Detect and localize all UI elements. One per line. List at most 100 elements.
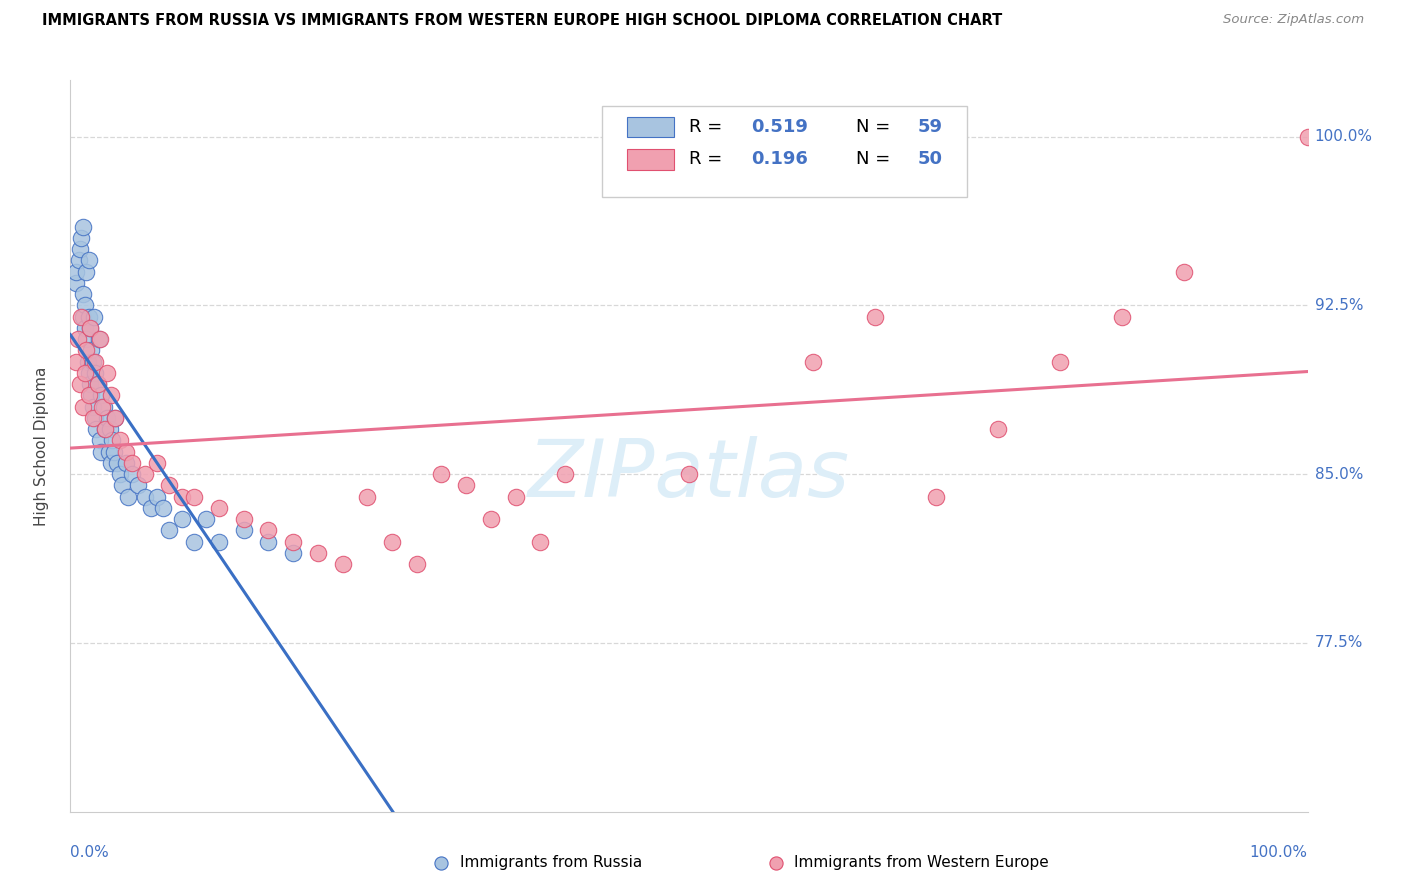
Point [257,524,280,538]
Text: 85.0%: 85.0% [1315,467,1362,482]
Point [208,534,231,549]
Point [801,354,824,368]
Point [257,534,280,549]
Text: 59: 59 [918,118,943,136]
Point [75,366,97,380]
Point [72,287,94,301]
Point [405,557,427,571]
Point [456,478,478,492]
Point [90,444,112,458]
Point [863,310,886,324]
Point [72,400,94,414]
Point [208,500,231,515]
Text: R =: R = [689,118,728,136]
Point [100,456,122,470]
Point [134,467,156,482]
Point [80,388,103,402]
Point [65,354,87,368]
Point [67,253,90,268]
Point [100,388,122,402]
Point [66,332,89,346]
Point [183,534,205,549]
Text: R =: R = [689,150,728,169]
Text: N =: N = [856,118,896,136]
Point [232,524,254,538]
FancyBboxPatch shape [602,106,967,197]
Point [70,310,93,324]
Point [121,467,143,482]
Point [84,422,107,436]
Point [96,366,118,380]
Point [84,410,107,425]
Point [117,490,139,504]
Point [104,410,127,425]
Point [479,512,502,526]
Text: Immigrants from Russia: Immigrants from Russia [460,855,643,871]
Point [281,546,304,560]
Point [139,500,162,515]
Text: IMMIGRANTS FROM RUSSIA VS IMMIGRANTS FROM WESTERN EUROPE HIGH SCHOOL DIPLOMA COR: IMMIGRANTS FROM RUSSIA VS IMMIGRANTS FRO… [42,13,1002,29]
Point [82,400,104,414]
FancyBboxPatch shape [627,117,673,137]
Point [65,276,87,290]
Point [91,400,114,414]
Point [332,557,354,571]
Point [183,490,205,504]
Point [75,264,97,278]
Y-axis label: High School Diploma: High School Diploma [35,367,49,525]
Point [83,310,105,324]
Point [134,490,156,504]
Point [80,343,103,358]
Point [108,467,131,482]
Point [75,332,97,346]
Point [170,490,193,504]
Text: 77.5%: 77.5% [1315,635,1362,650]
Point [79,321,101,335]
Text: 50: 50 [918,150,943,169]
Text: ZIPatlas: ZIPatlas [527,436,851,515]
Point [678,467,700,482]
Point [195,512,218,526]
Point [925,490,948,504]
Point [281,534,304,549]
Point [115,456,138,470]
Point [87,332,110,346]
Point [93,400,115,414]
Point [79,377,101,392]
Point [232,512,254,526]
Point [79,321,101,335]
Text: 100.0%: 100.0% [1315,129,1372,144]
Point [69,377,91,392]
Point [103,444,125,458]
Text: 100.0%: 100.0% [1250,845,1308,860]
Point [84,354,107,368]
Point [1173,264,1195,278]
Point [146,490,169,504]
Point [127,478,149,492]
Text: Source: ZipAtlas.com: Source: ZipAtlas.com [1223,13,1364,27]
Text: Immigrants from Western Europe: Immigrants from Western Europe [794,855,1049,871]
Point [430,467,453,482]
Point [90,388,112,402]
Text: 0.519: 0.519 [751,118,807,136]
Point [356,490,378,504]
Point [82,354,104,368]
Point [89,332,111,346]
Point [77,310,100,324]
Point [69,242,91,256]
Point [86,377,108,392]
Point [121,456,143,470]
Text: 0.0%: 0.0% [70,845,110,860]
Point [77,388,100,402]
Point [97,444,120,458]
Point [75,321,97,335]
Point [76,354,98,368]
Point [89,434,111,448]
Text: 92.5%: 92.5% [1315,298,1362,313]
Point [104,410,127,425]
Point [94,422,117,436]
Point [108,434,131,448]
Point [65,264,87,278]
Point [554,467,576,482]
Point [72,310,94,324]
